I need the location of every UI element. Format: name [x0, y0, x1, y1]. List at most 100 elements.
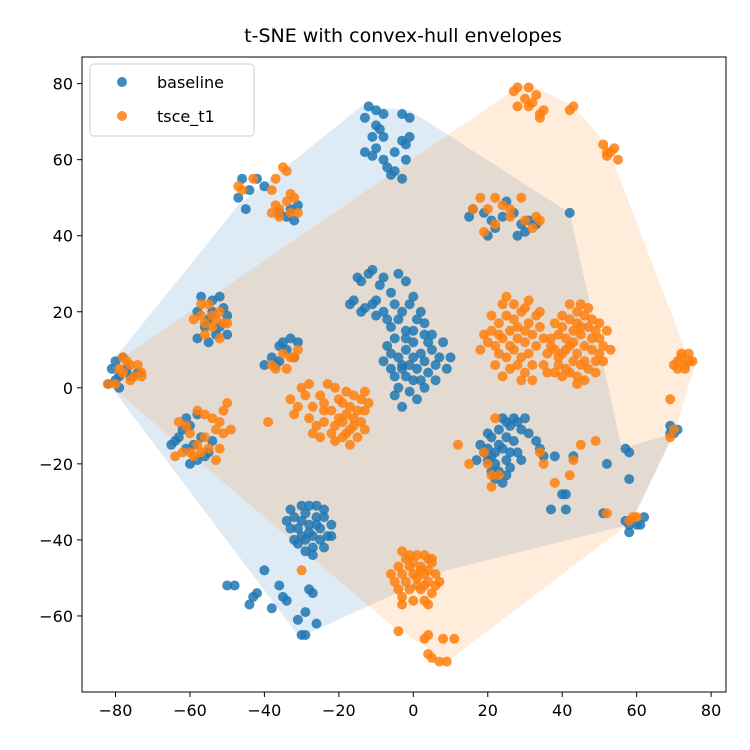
point-baseline: [497, 211, 508, 222]
point-tsce_t1: [553, 352, 564, 363]
point-tsce_t1: [129, 371, 140, 382]
point-tsce_t1: [467, 204, 478, 215]
point-tsce_t1: [549, 344, 560, 355]
point-baseline: [497, 443, 508, 454]
point-tsce_t1: [583, 363, 594, 374]
point-tsce_t1: [564, 314, 575, 325]
point-baseline: [345, 299, 355, 310]
point-tsce_t1: [520, 215, 530, 226]
point-baseline: [400, 154, 411, 165]
point-tsce_t1: [594, 318, 605, 329]
point-tsce_t1: [564, 367, 575, 378]
point-tsce_t1: [185, 428, 195, 439]
point-tsce_t1: [214, 443, 225, 454]
point-tsce_t1: [520, 325, 530, 336]
point-tsce_t1: [534, 306, 545, 317]
x-tick-label: −60: [173, 701, 207, 720]
point-baseline: [274, 580, 285, 591]
point-baseline: [505, 447, 516, 458]
point-tsce_t1: [285, 352, 296, 363]
point-baseline: [624, 527, 635, 538]
point-baseline: [359, 147, 370, 158]
point-tsce_t1: [412, 550, 422, 561]
point-tsce_t1: [426, 652, 437, 663]
point-tsce_t1: [319, 398, 329, 408]
point-tsce_t1: [676, 348, 687, 359]
point-baseline: [423, 367, 434, 378]
point-tsce_t1: [341, 409, 352, 420]
point-tsce_t1: [527, 223, 538, 234]
point-baseline: [426, 344, 437, 355]
point-baseline: [386, 322, 396, 332]
point-tsce_t1: [281, 166, 292, 177]
point-tsce_t1: [572, 306, 583, 317]
point-tsce_t1: [512, 333, 523, 344]
point-baseline: [311, 500, 322, 511]
point-baseline: [464, 211, 475, 222]
point-baseline: [430, 375, 441, 386]
point-tsce_t1: [222, 398, 233, 408]
point-baseline: [359, 112, 370, 123]
point-tsce_t1: [505, 363, 516, 374]
point-tsce_t1: [516, 192, 527, 203]
point-tsce_t1: [560, 344, 571, 355]
point-tsce_t1: [575, 329, 586, 340]
point-baseline: [296, 515, 307, 526]
point-tsce_t1: [285, 207, 296, 218]
point-tsce_t1: [490, 360, 501, 370]
point-tsce_t1: [590, 325, 601, 336]
point-baseline: [166, 439, 177, 450]
point-tsce_t1: [523, 348, 534, 359]
point-tsce_t1: [278, 348, 288, 359]
point-baseline: [408, 352, 419, 363]
point-tsce_t1: [523, 295, 534, 306]
point-baseline: [434, 352, 445, 363]
point-tsce_t1: [523, 318, 534, 329]
point-tsce_t1: [579, 310, 590, 321]
point-baseline: [408, 325, 419, 336]
point-tsce_t1: [493, 348, 504, 359]
point-baseline: [404, 360, 415, 370]
point-baseline: [560, 489, 571, 500]
point-baseline: [266, 603, 277, 614]
point-tsce_t1: [274, 211, 285, 222]
legend-label-baseline: baseline: [157, 73, 224, 92]
point-baseline: [304, 500, 315, 511]
point-tsce_t1: [393, 626, 404, 637]
point-tsce_t1: [248, 173, 259, 184]
point-baseline: [404, 299, 415, 310]
point-baseline: [319, 542, 329, 553]
point-baseline: [523, 428, 534, 439]
point-tsce_t1: [523, 101, 534, 112]
point-tsce_t1: [590, 436, 601, 446]
point-baseline: [371, 105, 382, 116]
point-baseline: [389, 333, 400, 344]
point-tsce_t1: [222, 318, 233, 329]
point-baseline: [266, 352, 277, 363]
point-tsce_t1: [572, 348, 583, 359]
point-baseline: [378, 356, 389, 367]
point-tsce_t1: [337, 398, 348, 408]
point-baseline: [400, 333, 411, 344]
point-baseline: [397, 173, 408, 184]
point-tsce_t1: [505, 204, 516, 215]
point-baseline: [207, 436, 218, 446]
point-tsce_t1: [345, 439, 355, 450]
y-tick-label: −60: [39, 607, 73, 626]
point-baseline: [292, 523, 303, 534]
point-tsce_t1: [348, 420, 359, 431]
point-tsce_t1: [490, 192, 501, 203]
plot-area: [81, 56, 727, 693]
point-tsce_t1: [575, 439, 586, 450]
point-tsce_t1: [497, 299, 508, 310]
point-baseline: [400, 325, 411, 336]
point-baseline: [441, 363, 452, 374]
point-tsce_t1: [557, 371, 568, 382]
y-axis: −60 −40 −20 0 20 40 60 80: [39, 75, 82, 626]
point-tsce_t1: [497, 371, 508, 382]
point-tsce_t1: [192, 439, 203, 450]
point-tsce_t1: [103, 379, 114, 389]
point-baseline: [549, 451, 560, 462]
point-baseline: [419, 329, 430, 340]
